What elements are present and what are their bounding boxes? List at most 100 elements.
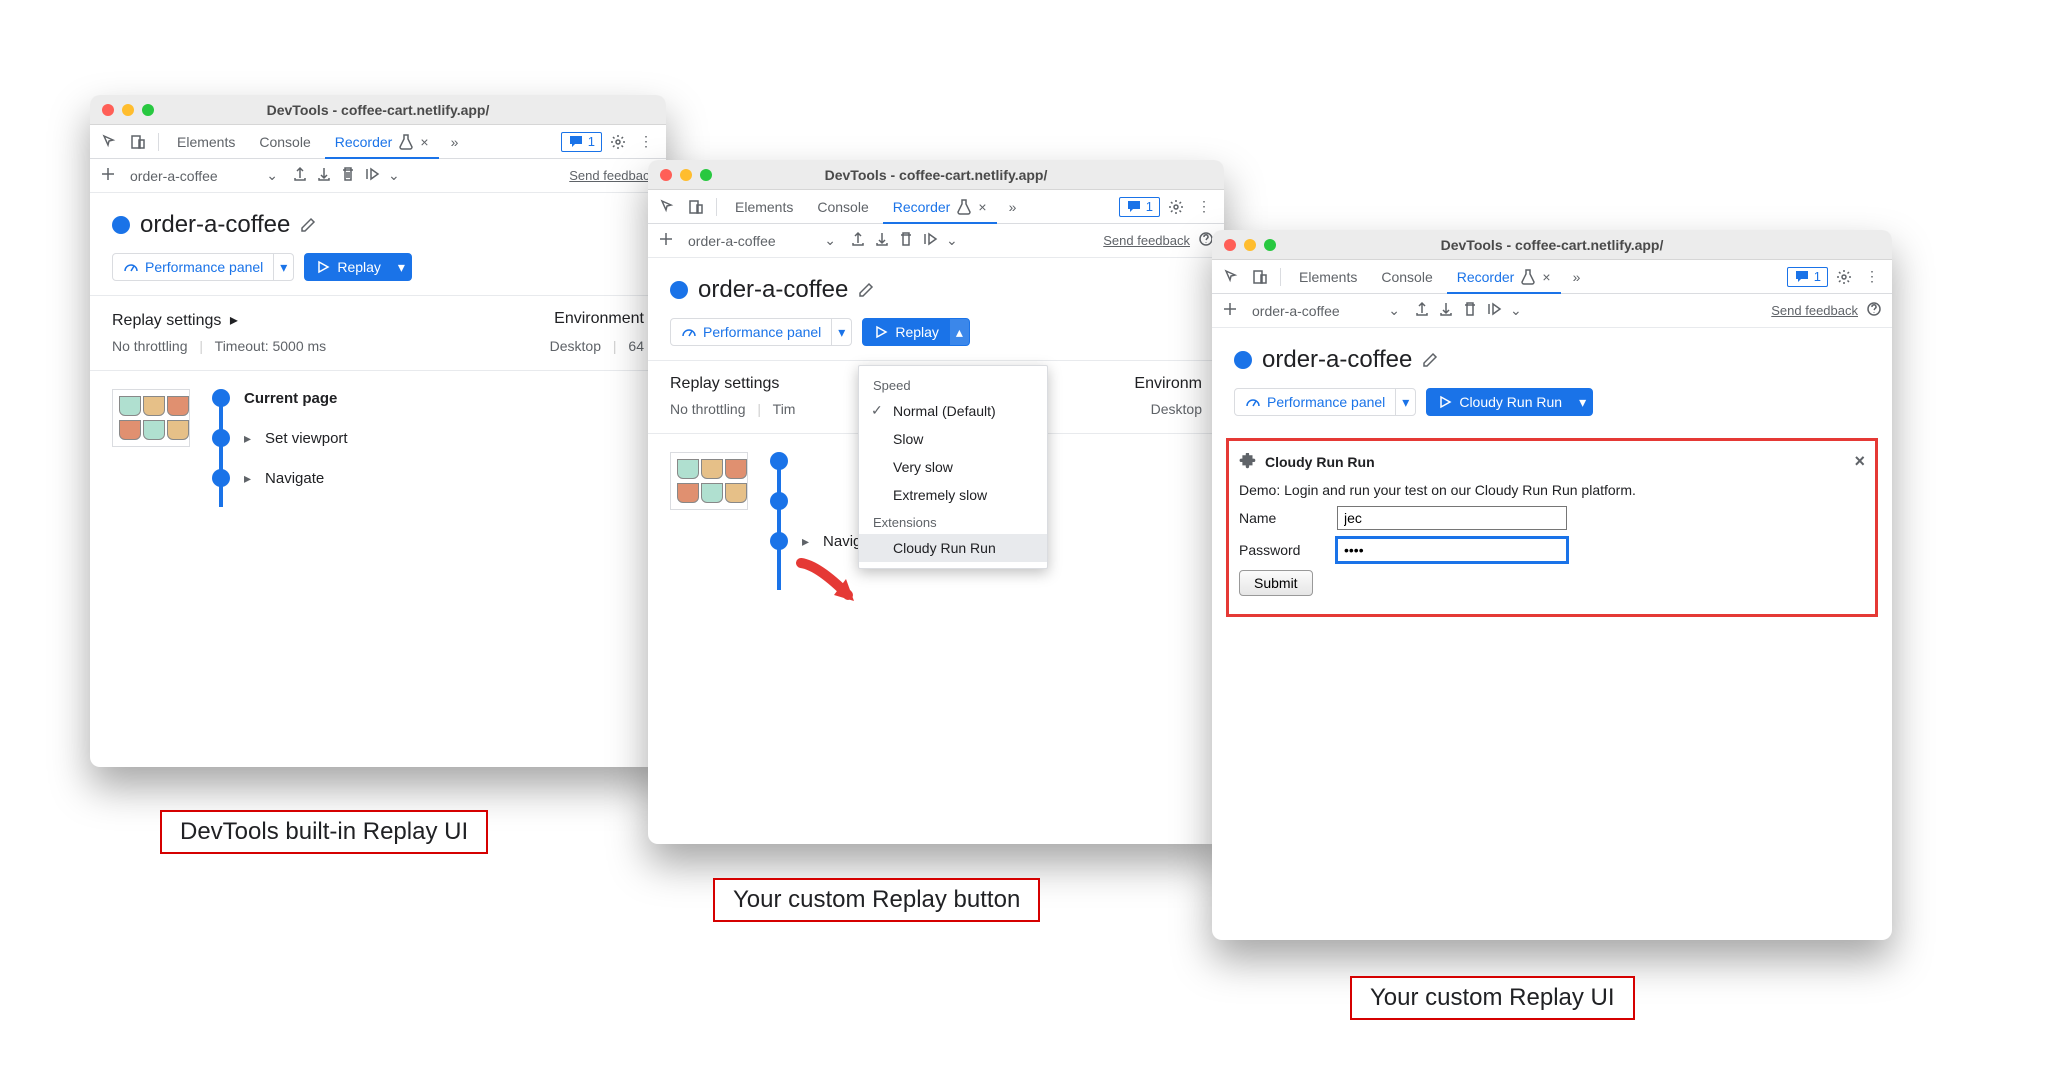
send-feedback-link[interactable]: Send feedback bbox=[1771, 303, 1858, 318]
gear-icon[interactable] bbox=[1832, 265, 1856, 289]
trash-icon[interactable] bbox=[340, 166, 356, 185]
close-icon[interactable]: × bbox=[1542, 269, 1550, 285]
replay-caret[interactable]: ▾ bbox=[391, 253, 412, 281]
gear-icon[interactable] bbox=[1164, 195, 1188, 219]
pencil-icon[interactable] bbox=[858, 282, 874, 298]
device-toggle-icon[interactable] bbox=[684, 195, 708, 219]
import-icon[interactable] bbox=[1438, 301, 1454, 320]
trash-icon[interactable] bbox=[1462, 301, 1478, 320]
issues-badge[interactable]: 1 bbox=[561, 132, 602, 152]
speed-normal[interactable]: Normal (Default) bbox=[859, 397, 1047, 425]
tab-elements[interactable]: Elements bbox=[1289, 260, 1367, 294]
speed-very-slow[interactable]: Very slow bbox=[859, 453, 1047, 481]
tab-recorder[interactable]: Recorder × bbox=[883, 190, 997, 224]
performance-panel-button[interactable]: Performance panel bbox=[670, 318, 832, 346]
tab-elements[interactable]: Elements bbox=[725, 190, 803, 224]
perf-panel-caret[interactable]: ▾ bbox=[273, 253, 294, 281]
replay-settings-label[interactable]: Replay settings ▸ bbox=[112, 310, 238, 330]
export-icon[interactable] bbox=[292, 166, 308, 185]
pencil-icon[interactable] bbox=[1422, 352, 1438, 368]
close-dot[interactable] bbox=[102, 104, 114, 116]
cloudy-run-run-button[interactable]: Cloudy Run Run bbox=[1426, 388, 1573, 416]
replay-button[interactable]: Replay bbox=[304, 253, 392, 281]
import-icon[interactable] bbox=[316, 166, 332, 185]
extension-panel: Cloudy Run Run × Demo: Login and run you… bbox=[1226, 438, 1878, 617]
replay-caret[interactable]: ▴ bbox=[949, 318, 970, 346]
add-icon[interactable] bbox=[658, 231, 674, 250]
close-icon[interactable]: × bbox=[978, 199, 986, 215]
import-icon[interactable] bbox=[874, 231, 890, 250]
submit-button[interactable]: Submit bbox=[1239, 570, 1313, 596]
close-dot[interactable] bbox=[660, 169, 672, 181]
add-icon[interactable] bbox=[100, 166, 116, 185]
zoom-dot[interactable] bbox=[1264, 239, 1276, 251]
minimize-dot[interactable] bbox=[122, 104, 134, 116]
issues-badge[interactable]: 1 bbox=[1119, 197, 1160, 217]
device-toggle-icon[interactable] bbox=[126, 130, 150, 154]
zoom-dot[interactable] bbox=[700, 169, 712, 181]
device-toggle-icon[interactable] bbox=[1248, 265, 1272, 289]
perf-panel-caret[interactable]: ▾ bbox=[831, 318, 852, 346]
inspect-icon[interactable] bbox=[98, 130, 122, 154]
gear-icon[interactable] bbox=[606, 130, 630, 154]
step-play-icon[interactable] bbox=[364, 166, 380, 185]
tab-elements[interactable]: Elements bbox=[167, 125, 245, 159]
perf-panel-caret[interactable]: ▾ bbox=[1395, 388, 1416, 416]
more-tabs-icon[interactable]: » bbox=[1565, 265, 1589, 289]
zoom-dot[interactable] bbox=[142, 104, 154, 116]
cloudy-replay-caret[interactable]: ▾ bbox=[1572, 388, 1593, 416]
recording-select[interactable]: order-a-coffee ⌄ bbox=[124, 165, 284, 186]
step-play-icon[interactable] bbox=[1486, 301, 1502, 320]
name-input[interactable] bbox=[1337, 506, 1567, 530]
tab-recorder[interactable]: Recorder × bbox=[325, 125, 439, 159]
close-icon[interactable]: × bbox=[420, 134, 428, 150]
recording-select[interactable]: order-a-coffee ⌄ bbox=[1246, 300, 1406, 321]
step-current-page[interactable]: Current page bbox=[212, 389, 348, 407]
speed-slow[interactable]: Slow bbox=[859, 425, 1047, 453]
environment-label: Environment bbox=[554, 310, 644, 330]
more-tabs-icon[interactable]: » bbox=[1001, 195, 1025, 219]
pencil-icon[interactable] bbox=[300, 217, 316, 233]
tab-console[interactable]: Console bbox=[1371, 260, 1442, 294]
password-input[interactable] bbox=[1337, 538, 1567, 562]
recording-title: order-a-coffee bbox=[140, 211, 290, 239]
performance-panel-button[interactable]: Performance panel bbox=[112, 253, 274, 281]
devtools-tabs: Elements Console Recorder × » 1 ⋮ bbox=[90, 125, 666, 159]
inspect-icon[interactable] bbox=[1220, 265, 1244, 289]
minimize-dot[interactable] bbox=[1244, 239, 1256, 251]
replay-speed-dropdown: Speed Normal (Default) Slow Very slow Ex… bbox=[858, 365, 1048, 569]
issues-badge[interactable]: 1 bbox=[1787, 267, 1828, 287]
performance-panel-button[interactable]: Performance panel bbox=[1234, 388, 1396, 416]
password-label: Password bbox=[1239, 542, 1329, 558]
trash-icon[interactable] bbox=[898, 231, 914, 250]
tab-recorder[interactable]: Recorder × bbox=[1447, 260, 1561, 294]
send-feedback-link[interactable]: Send feedback bbox=[1103, 233, 1190, 248]
send-feedback-link[interactable]: Send feedback bbox=[569, 168, 656, 183]
tab-console[interactable]: Console bbox=[807, 190, 878, 224]
step-navigate[interactable]: ▸ Navigate bbox=[212, 469, 348, 487]
speed-extremely-slow[interactable]: Extremely slow bbox=[859, 481, 1047, 509]
extension-cloudy-run-run[interactable]: Cloudy Run Run bbox=[859, 534, 1047, 562]
recording-dot-icon bbox=[112, 216, 130, 234]
export-icon[interactable] bbox=[850, 231, 866, 250]
more-tabs-icon[interactable]: » bbox=[443, 130, 467, 154]
titlebar: DevTools - coffee-cart.netlify.app/ bbox=[1212, 230, 1892, 260]
play-icon bbox=[873, 324, 889, 340]
recording-select[interactable]: order-a-coffee ⌄ bbox=[682, 230, 842, 251]
help-icon[interactable] bbox=[1866, 301, 1882, 320]
caption-builtin: DevTools built-in Replay UI bbox=[160, 810, 488, 854]
step-play-icon[interactable] bbox=[922, 231, 938, 250]
minimize-dot[interactable] bbox=[680, 169, 692, 181]
replay-settings-label[interactable]: Replay settings bbox=[670, 375, 779, 393]
inspect-icon[interactable] bbox=[656, 195, 680, 219]
tab-console[interactable]: Console bbox=[249, 125, 320, 159]
kebab-icon[interactable]: ⋮ bbox=[634, 130, 658, 154]
close-dot[interactable] bbox=[1224, 239, 1236, 251]
close-icon[interactable]: × bbox=[1854, 451, 1865, 472]
kebab-icon[interactable]: ⋮ bbox=[1860, 265, 1884, 289]
export-icon[interactable] bbox=[1414, 301, 1430, 320]
add-icon[interactable] bbox=[1222, 301, 1238, 320]
step-set-viewport[interactable]: ▸ Set viewport bbox=[212, 429, 348, 447]
kebab-icon[interactable]: ⋮ bbox=[1192, 195, 1216, 219]
replay-button[interactable]: Replay bbox=[862, 318, 950, 346]
